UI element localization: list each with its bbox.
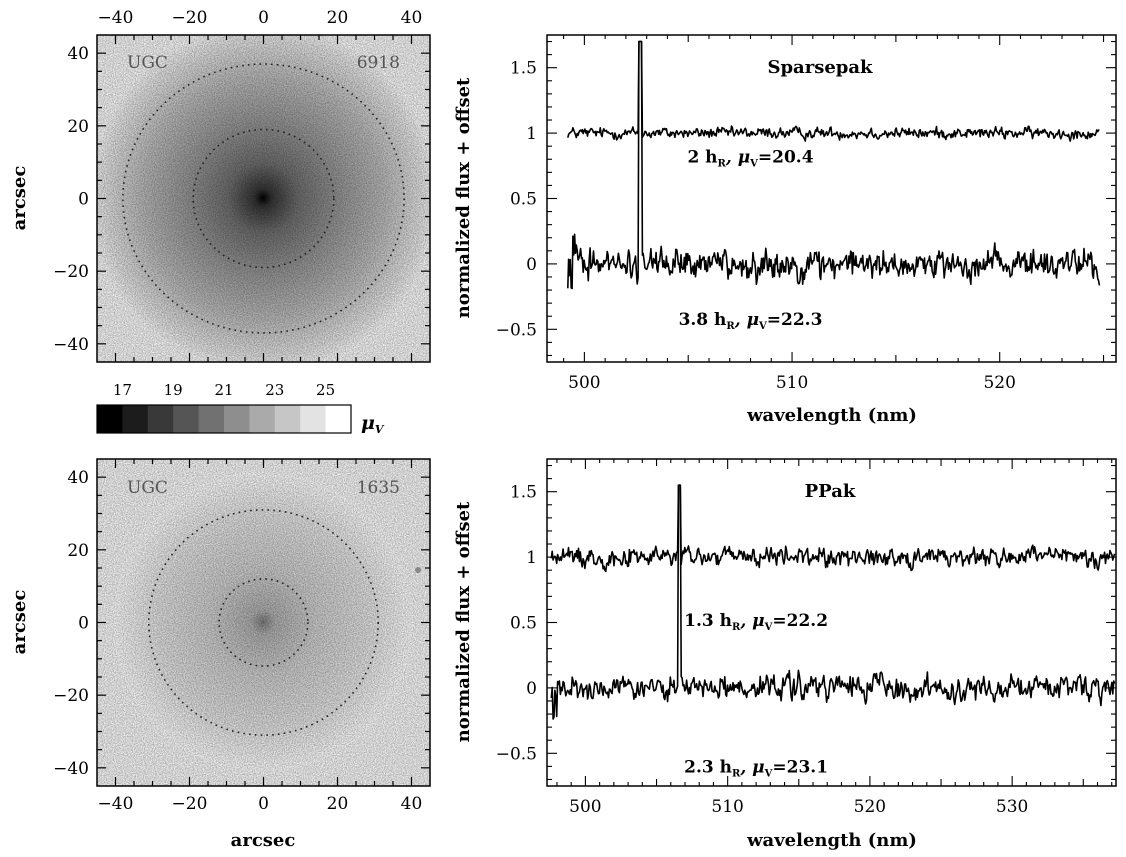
y-tick-label: 1.5 xyxy=(510,59,537,79)
isophote-ellipse xyxy=(122,63,405,334)
x-tick-label: −20 xyxy=(172,8,208,28)
spectrum-annotation: 3.8 hR, μV=22.3 xyxy=(679,310,823,332)
spectrum-annotation: 2.3 hR, μV=23.1 xyxy=(684,757,828,779)
y-tick-label: 1 xyxy=(526,124,537,144)
galaxy-label-catalog: UGC xyxy=(127,53,168,73)
y-tick-label: −0.5 xyxy=(496,744,537,764)
y-tick-label: 1 xyxy=(526,548,537,568)
y-tick-label: −40 xyxy=(53,335,89,355)
isophote-ellipse xyxy=(148,509,379,736)
x-tick-label: 510 xyxy=(711,797,743,817)
y-tick-label: 0 xyxy=(78,190,89,210)
spectrum-ylabel: normalized flux + offset xyxy=(453,77,474,318)
y-tick-label: 20 xyxy=(67,117,89,137)
isophote-ellipse xyxy=(192,128,335,269)
colorbar-step xyxy=(224,405,250,433)
y-tick-label: −0.5 xyxy=(496,320,537,340)
spectrum-annotation: 2 hR, μV=20.4 xyxy=(687,148,813,170)
y-tick-label: 40 xyxy=(67,468,89,488)
colorbar-tick-label: 19 xyxy=(164,381,183,399)
spectrum-annotation: 1.3 hR, μV=22.2 xyxy=(684,611,828,633)
y-tick-label: 0 xyxy=(526,679,537,699)
foreground-star xyxy=(415,567,421,573)
spectrum-xlabel: wavelength (nm) xyxy=(746,405,917,426)
colorbar-step xyxy=(122,405,149,433)
x-tick-label: −20 xyxy=(172,794,208,814)
galaxy-label-catalog: UGC xyxy=(127,478,168,498)
x-tick-label: 0 xyxy=(258,8,269,28)
y-tick-label: 0 xyxy=(526,255,537,275)
y-tick-label: 0.5 xyxy=(510,190,537,210)
spectrum-series-line xyxy=(550,484,1116,573)
x-tick-label: 20 xyxy=(327,8,349,28)
y-tick-label: −20 xyxy=(53,686,89,706)
x-tick-label: −40 xyxy=(98,794,134,814)
spectrum-series-line xyxy=(567,40,1101,290)
isophote-ellipse xyxy=(218,578,309,667)
x-tick-label: 500 xyxy=(569,797,601,817)
x-tick-label: 20 xyxy=(327,794,349,814)
galaxy-label-number: 1635 xyxy=(357,478,400,498)
y-tick-label: −40 xyxy=(53,759,89,779)
colorbar-step xyxy=(249,405,276,433)
spectrum-panel-top: −0.5 0 0.5 1 1.5 500 510 520 Sparsepak normaliz… xyxy=(453,34,1117,426)
spectrum-xlabel: wavelength (nm) xyxy=(746,830,917,851)
colorbar-step xyxy=(147,405,174,433)
colorbar-label: μV xyxy=(361,412,385,436)
x-tick-label: 520 xyxy=(983,373,1015,393)
x-tick-label: 0 xyxy=(258,794,269,814)
colorbar-step xyxy=(173,405,200,433)
spectrum-title: PPak xyxy=(805,481,856,502)
colorbar-step xyxy=(325,405,352,433)
y-tick-label: 0 xyxy=(78,614,89,634)
colorbar-step xyxy=(198,405,225,433)
x-tick-label: 510 xyxy=(776,373,808,393)
y-tick-label: 20 xyxy=(67,541,89,561)
colorbar-step xyxy=(300,405,327,433)
y-tick-label: −20 xyxy=(53,262,89,282)
spectrum-ylabel: normalized flux + offset xyxy=(453,501,474,742)
spectrum-panel-bottom: −0.5 0 0.5 1 1.5 500 510 520 530 PPak normalized… xyxy=(453,458,1117,851)
spectrum-series-line xyxy=(550,484,1116,720)
y-tick-label: 0.5 xyxy=(510,614,537,634)
colorbar-tick-label: 21 xyxy=(214,381,233,399)
colorbar-tick-label: 23 xyxy=(265,381,284,399)
colorbar-step xyxy=(274,405,301,433)
colorbar-tick-label: 25 xyxy=(316,381,335,399)
x-tick-label: 530 xyxy=(996,797,1028,817)
colorbar: 17 19 21 23 25 μV xyxy=(96,381,385,436)
galaxy-ylabel: arcsec xyxy=(9,166,30,231)
galaxy-ylabel: arcsec xyxy=(9,590,30,655)
x-tick-label: 40 xyxy=(401,8,423,28)
galaxy-panel-bottom: −40 −20 0 20 40 −40 −20 0 20 40 UGC 1635 arcsec a… xyxy=(9,458,431,851)
x-tick-label: 520 xyxy=(854,797,886,817)
galaxy-panel-top: −40 −20 0 20 40 −40 −20 0 20 40 UGC 6918 arcsec xyxy=(9,8,431,363)
x-tick-label: 500 xyxy=(568,373,600,393)
x-tick-label: 40 xyxy=(401,794,423,814)
x-tick-label: −40 xyxy=(98,8,134,28)
y-tick-label: 40 xyxy=(67,44,89,64)
colorbar-tick-label: 17 xyxy=(113,381,132,399)
galaxy-label-number: 6918 xyxy=(357,53,400,73)
y-tick-label: 1.5 xyxy=(510,483,537,503)
colorbar-step xyxy=(97,405,123,433)
spectrum-series-line xyxy=(567,40,1100,142)
spectrum-title: Sparsepak xyxy=(767,57,873,78)
galaxy-xlabel: arcsec xyxy=(231,830,296,851)
